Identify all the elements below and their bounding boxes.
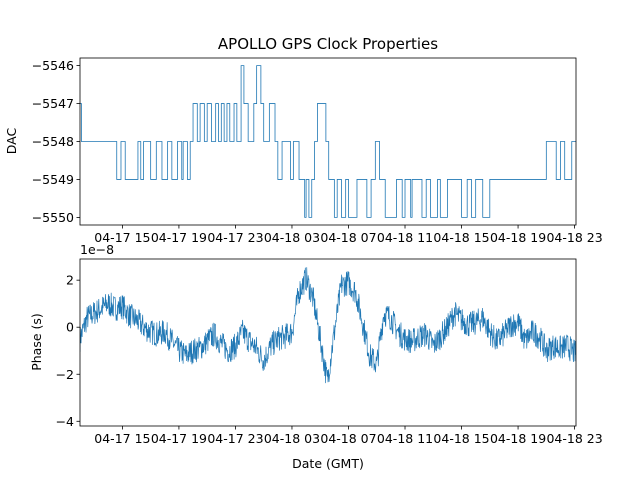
- phase-y-tick-label: −4: [56, 414, 74, 429]
- phase-x-tick-label: 04-18 03: [264, 431, 320, 446]
- dac-y-tick-label: −5546: [32, 58, 74, 73]
- dac-x-tick-label: 04-17 23: [207, 230, 263, 245]
- phase-x-tick-label: 04-18 23: [546, 431, 602, 446]
- chart-title: APOLLO GPS Clock Properties: [218, 35, 438, 53]
- dac-plot-area: [80, 65, 576, 218]
- phase-offset-text: 1e−8: [80, 242, 114, 257]
- phase-x-axis-label: Date (GMT): [292, 456, 364, 471]
- phase-y-tick-label: 2: [66, 273, 74, 288]
- phase-x-ticks: 04-17 15 04-17 19 04-17 23 04-18 03 04-18 07…: [94, 426, 603, 446]
- dac-y-axis-label: DAC: [4, 127, 19, 154]
- dac-x-tick-label: 04-18 15: [433, 230, 489, 245]
- dac-y-ticks: −5546 −5547 −5548 −5549 −5550: [32, 58, 80, 225]
- dac-chart: APOLLO GPS Clock Properties −5546−5547−5…: [4, 35, 603, 245]
- dac-series-line: [80, 65, 576, 218]
- dac-x-tick-label: 04-17 19: [151, 230, 207, 245]
- phase-y-tick-label: 0: [66, 320, 74, 335]
- phase-x-tick-label: 04-18 15: [433, 431, 489, 446]
- phase-x-tick-label: 04-18 11: [377, 431, 433, 446]
- phase-x-tick-label: 04-17 15: [94, 431, 150, 446]
- phase-y-axis-label: Phase (s): [29, 313, 44, 371]
- phase-plot-area: [80, 267, 576, 384]
- phase-y-tick-label: −2: [56, 367, 74, 382]
- dac-y-tick-label: −5549: [32, 172, 74, 187]
- dac-x-ticks: 04-17 15 04-17 19 04-17 23 04-18 03 04-18 07…: [94, 225, 603, 245]
- dac-x-tick-label: 04-18 23: [546, 230, 602, 245]
- phase-x-tick-label: 04-18 19: [490, 431, 546, 446]
- dac-x-tick-label: 04-18 03: [264, 230, 320, 245]
- phase-series-line: [80, 267, 576, 384]
- dac-y-tick-label: −5548: [32, 134, 74, 149]
- dac-x-tick-label: 04-17 15: [94, 230, 150, 245]
- dac-x-tick-label: 04-18 19: [490, 230, 546, 245]
- phase-x-tick-label: 04-17 23: [207, 431, 263, 446]
- dac-x-tick-label: 04-18 11: [377, 230, 433, 245]
- phase-chart: 20−2−4 04-17 15 04-17 19 04-17 23 04-18 03 0…: [29, 242, 603, 471]
- dac-y-tick-label: −5547: [32, 96, 74, 111]
- phase-axes-frame: [79, 258, 577, 427]
- phase-y-ticks: 2 0 −2 −4: [56, 273, 80, 429]
- phase-x-tick-label: 04-18 07: [320, 431, 376, 446]
- phase-x-tick-label: 04-17 19: [151, 431, 207, 446]
- dac-y-tick-label: −5550: [32, 210, 74, 225]
- dac-x-tick-label: 04-18 07: [320, 230, 376, 245]
